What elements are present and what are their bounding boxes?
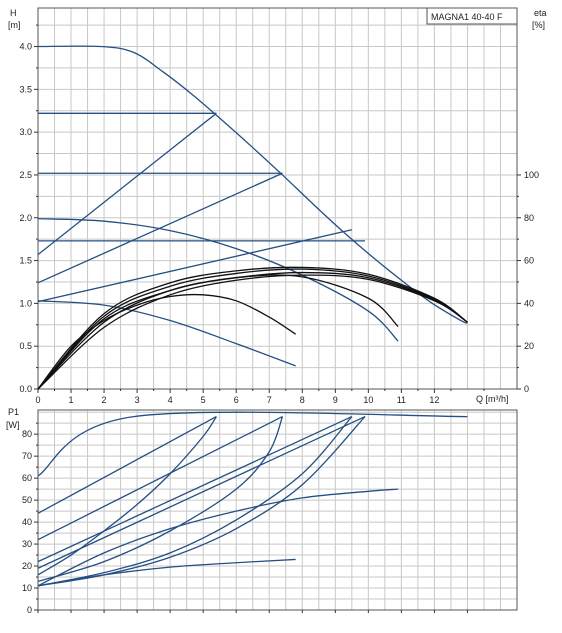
power-y-tick-label: 0 [27,605,32,615]
power-curve-series-9 [37,488,399,587]
power-y-tick-label: 10 [22,583,32,593]
y2-axis-unit: [%] [532,20,545,30]
power-y-tick-label: 30 [22,539,32,549]
power-curve-series-5 [37,416,217,576]
y2-axis-title: eta [534,8,547,18]
power-curve-series-3 [37,416,353,563]
y-tick-label: 1.5 [19,256,32,266]
y-tick-label: 3.5 [19,84,32,94]
head-curve-series-14 [37,274,468,390]
x-tick-label: 11 [397,395,406,405]
power-y-tick-label: 50 [22,495,32,505]
head-curve-series-8 [37,300,296,367]
x-tick-label: 1 [69,395,74,405]
power-axis-ticks: 0 10 20 30 40 50 60 70 80 [22,422,468,615]
y-tick-label: 1.0 [19,298,32,308]
y2-tick-label: 40 [524,298,534,308]
y-tick-label: 3.0 [19,127,32,137]
power-plot-frame [37,409,518,611]
head-axis-ticks: 0 1 2 3 4 5 6 7 8 9 10 11 120.00.51.01.52.02.53.03.5… [19,24,539,405]
head-gridlines [38,8,517,389]
x-axis-title: Q [m³/h] [476,394,509,404]
power-curve-series-1 [37,416,217,514]
y-axis-unit: [m] [8,20,21,30]
power-y-tick-label: 60 [22,473,32,483]
x-tick-label: 12 [429,395,439,405]
x-tick-label: 10 [363,395,373,405]
head-curve-series-7 [37,217,399,342]
x-tick-label: 9 [333,395,338,405]
power-axis-unit: [W] [6,420,20,430]
head-curve-series-6 [37,229,352,303]
power-axis-title: P1 [8,407,19,417]
y2-tick-label: 20 [524,341,534,351]
head-curve-series-13 [37,271,468,390]
y-axis-title: H [10,8,17,18]
power-curve-series-0 [37,411,468,477]
y2-tick-label: 80 [524,213,534,223]
power-curve-series-6 [37,416,284,583]
y-tick-label: 2.0 [19,213,32,223]
y-tick-label: 4.0 [19,42,32,52]
power-y-tick-label: 80 [22,429,32,439]
power-gridlines [38,410,517,610]
y-tick-label: 0.5 [19,341,32,351]
head-curve-series-11 [37,268,468,390]
y2-tick-label: 100 [524,170,539,180]
power-y-tick-label: 70 [22,451,32,461]
power-curve-series-7 [37,416,353,587]
x-tick-label: 5 [201,395,206,405]
power-curves [37,411,468,587]
power-y-tick-label: 40 [22,517,32,527]
head-curves [37,45,468,390]
x-tick-label: 3 [135,395,140,405]
x-tick-label: 6 [234,395,239,405]
x-tick-label: 7 [267,395,272,405]
y-tick-label: 0.0 [19,384,32,394]
y-tick-label: 2.5 [19,170,32,180]
y2-tick-label: 0 [524,384,529,394]
head-plot-frame [37,7,518,390]
power-curve-series-4 [37,416,366,569]
power-curve-series-10 [37,558,296,587]
x-tick-label: 2 [102,395,107,405]
head-curve-series-12 [37,266,468,390]
x-tick-label: 4 [168,395,173,405]
y2-tick-label: 60 [524,256,534,266]
chart-title: MAGNA1 40-40 F [431,12,503,22]
chart-title-box [426,7,518,25]
power-curve-series-2 [37,416,283,541]
x-tick-label: 0 [35,395,40,405]
x-tick-label: 8 [300,395,305,405]
power-y-tick-label: 20 [22,561,32,571]
head-curve-series-4 [37,112,217,256]
